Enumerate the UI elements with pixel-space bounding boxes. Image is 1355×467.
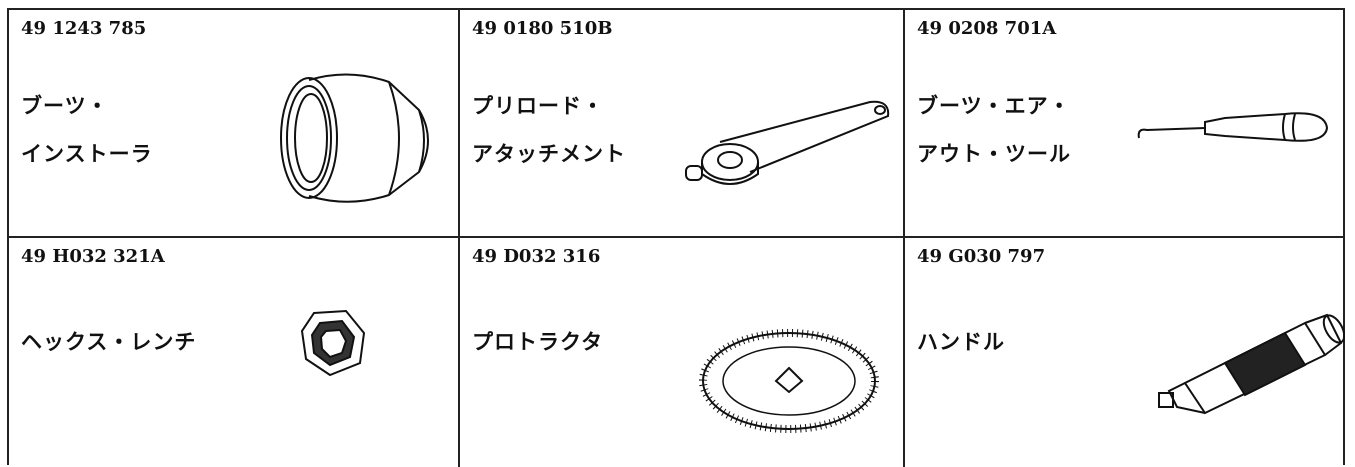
part-number: 49 D032 316 [472,246,601,267]
tool-illustration [685,100,890,185]
tool-cell: 49 1243 785 ブーツ・ インストーラ [9,10,458,236]
tool-illustration [300,309,366,377]
tool-illustration [280,73,429,203]
tool-cell: 49 H032 321A ヘックス・レンチ [9,238,458,467]
tool-name: ブーツ・ [21,93,109,118]
tool-name: プロトラクタ [472,329,604,354]
tool-name: ヘックス・レンチ [21,329,197,354]
tool-cell: 49 0208 701A ブーツ・エア・ アウト・ツール [905,10,1345,236]
part-number: 49 1243 785 [21,18,147,39]
tool-name: アタッチメント [472,141,626,166]
tool-name: プリロード・ [472,93,604,118]
part-number: 49 H032 321A [21,246,165,267]
part-number: 49 G030 797 [917,246,1046,267]
tool-illustration [699,329,879,433]
divider [458,10,460,467]
part-number: 49 0180 510B [472,18,613,39]
tool-cell: 49 D032 316 プロトラクタ [460,238,903,467]
divider [9,236,1345,238]
tool-cell: 49 G030 797 ハンドル [905,238,1345,467]
tool-illustration [1137,112,1329,142]
tool-table: 49 1243 785 ブーツ・ インストーラ 49 0180 510B プリロ… [7,8,1345,467]
divider [903,10,905,467]
tool-name: アウト・ツール [917,141,1071,166]
tool-name: インストーラ [21,141,153,166]
part-number: 49 0208 701A [917,18,1057,39]
tool-name: ブーツ・エア・ [917,93,1071,118]
tool-name: ハンドル [917,329,1005,354]
tool-cell: 49 0180 510B プリロード・ アタッチメント [460,10,903,236]
tool-illustration [1158,313,1345,415]
